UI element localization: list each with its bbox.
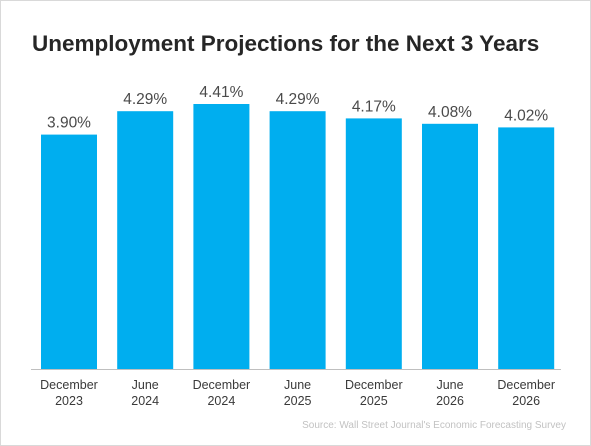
x-tick-label-6-month: June [436,378,463,392]
data-label-5: 4.17% [352,98,396,115]
bar-6 [422,123,478,369]
data-label-6: 4.08% [428,104,472,121]
x-tick-label-2-month: June [132,378,159,392]
x-tick-label-4-month: June [284,378,311,392]
x-tick-label-4-year: 2025 [284,394,312,408]
data-label-2: 4.29% [123,91,167,108]
bar-7 [498,127,555,370]
x-tick-label-3-year: 2024 [207,394,235,408]
x-tick-label-1-month: December [40,378,98,392]
source-note: Source: Wall Street Journal's Economic F… [302,420,566,431]
x-tick-label-7-year: 2026 [512,394,540,408]
data-label-1: 3.90% [47,115,91,132]
x-tick-label-7-month: December [497,378,555,392]
x-tick-label-1-year: 2023 [55,394,83,408]
x-tick-label-6-year: 2026 [436,394,464,408]
data-label-3: 4.41% [199,84,243,101]
bar-2 [117,111,174,369]
data-label-4: 4.29% [276,91,320,108]
x-tick-label-5-year: 2025 [360,394,388,408]
x-tick-label-3-month: December [193,378,251,392]
data-label-7: 4.02% [504,107,548,124]
x-tick-label-5-month: December [345,378,403,392]
x-tick-label-2-year: 2024 [131,394,159,408]
bar-5 [345,118,402,370]
bar-4 [269,111,326,369]
bar-1 [41,134,97,369]
chart-title: Unemployment Projections for the Next 3 … [32,31,540,56]
bar-3 [193,104,250,369]
